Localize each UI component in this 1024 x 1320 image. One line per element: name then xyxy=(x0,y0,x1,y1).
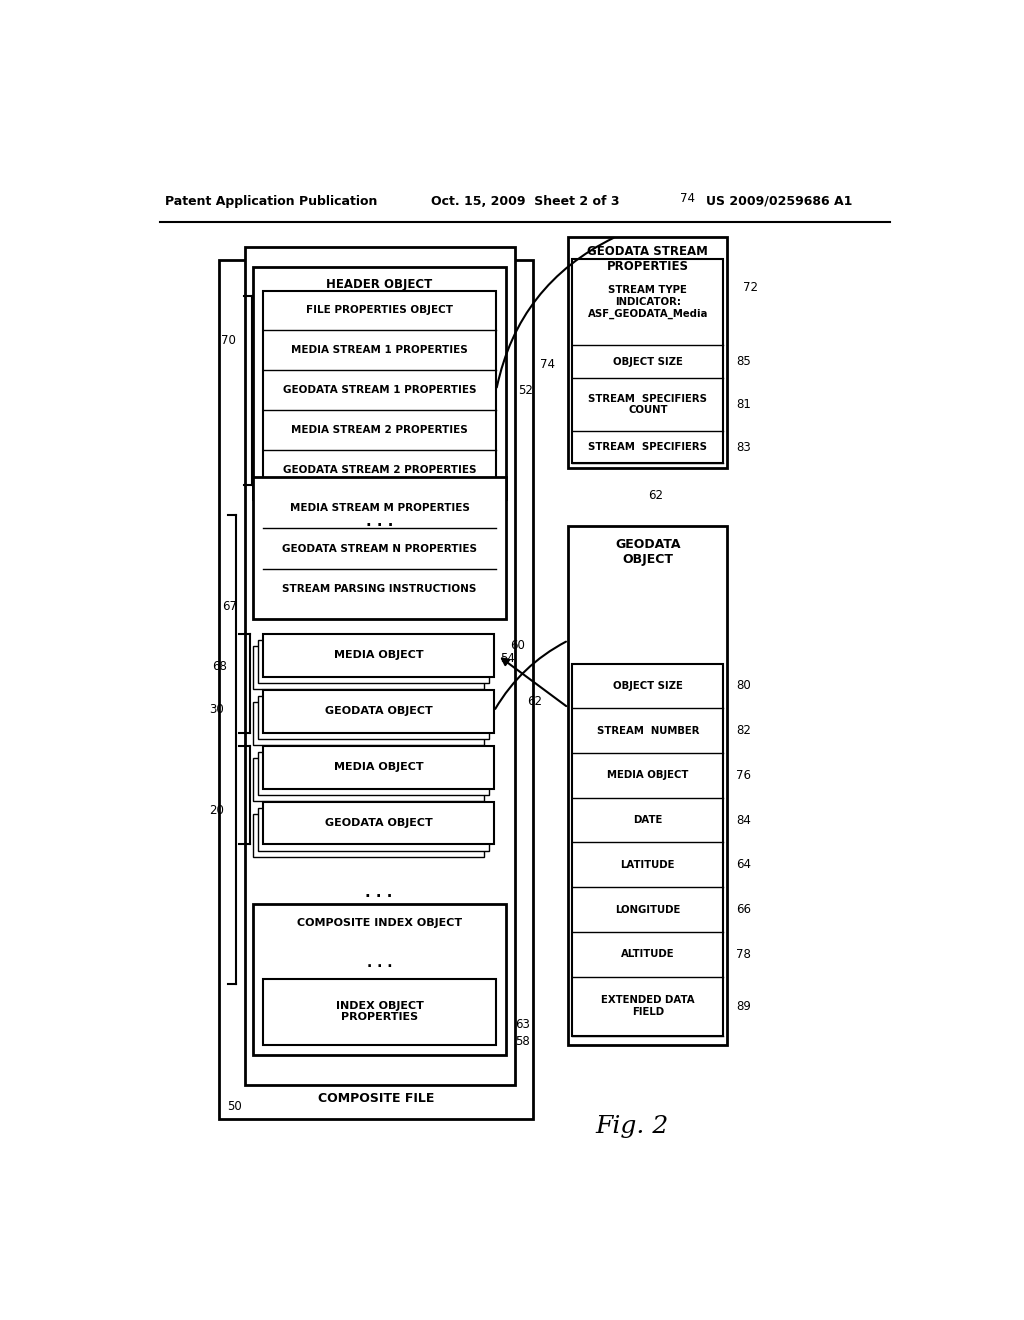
Text: Oct. 15, 2009  Sheet 2 of 3: Oct. 15, 2009 Sheet 2 of 3 xyxy=(430,194,620,207)
Text: LATITUDE: LATITUDE xyxy=(621,859,675,870)
FancyBboxPatch shape xyxy=(263,487,497,610)
Text: STREAM PARSING INSTRUCTIONS: STREAM PARSING INSTRUCTIONS xyxy=(283,585,477,594)
Text: 78: 78 xyxy=(736,948,751,961)
FancyBboxPatch shape xyxy=(263,690,494,733)
FancyBboxPatch shape xyxy=(263,634,494,677)
FancyBboxPatch shape xyxy=(263,978,497,1044)
Text: STREAM TYPE
INDICATOR:
ASF_GEODATA_Media: STREAM TYPE INDICATOR: ASF_GEODATA_Media xyxy=(588,285,708,319)
FancyBboxPatch shape xyxy=(572,664,723,1036)
FancyBboxPatch shape xyxy=(572,259,723,463)
Text: HEADER OBJECT: HEADER OBJECT xyxy=(327,279,433,290)
Text: GEODATA STREAM 1 PROPERTIES: GEODATA STREAM 1 PROPERTIES xyxy=(283,385,476,395)
Text: FILE PROPERTIES OBJECT: FILE PROPERTIES OBJECT xyxy=(306,305,453,315)
Text: 82: 82 xyxy=(736,725,751,737)
Text: 76: 76 xyxy=(736,768,751,781)
Text: 63: 63 xyxy=(515,1018,530,1031)
FancyBboxPatch shape xyxy=(568,527,727,1044)
Text: 85: 85 xyxy=(736,355,751,368)
Text: 62: 62 xyxy=(648,490,664,503)
Text: COMPOSITE INDEX OBJECT: COMPOSITE INDEX OBJECT xyxy=(297,917,462,928)
FancyBboxPatch shape xyxy=(263,290,497,490)
FancyBboxPatch shape xyxy=(246,247,515,1085)
Text: STREAM  SPECIFIERS: STREAM SPECIFIERS xyxy=(589,442,708,451)
Text: . . .: . . . xyxy=(366,513,393,529)
Text: Patent Application Publication: Patent Application Publication xyxy=(165,194,377,207)
Text: 60: 60 xyxy=(510,639,524,652)
Text: GEODATA OBJECT: GEODATA OBJECT xyxy=(325,818,432,828)
Text: . . .: . . . xyxy=(367,957,392,970)
FancyBboxPatch shape xyxy=(253,758,484,801)
Text: 52: 52 xyxy=(518,384,534,396)
FancyBboxPatch shape xyxy=(253,267,506,499)
Text: LONGITUDE: LONGITUDE xyxy=(615,904,681,915)
Text: 68: 68 xyxy=(212,660,226,673)
FancyBboxPatch shape xyxy=(258,696,489,739)
FancyBboxPatch shape xyxy=(253,647,484,689)
FancyBboxPatch shape xyxy=(253,702,484,744)
Text: MEDIA OBJECT: MEDIA OBJECT xyxy=(334,762,423,772)
Text: . . .: . . . xyxy=(365,884,392,900)
FancyBboxPatch shape xyxy=(263,746,494,788)
Text: 67: 67 xyxy=(222,601,238,612)
Text: COMPOSITE FILE: COMPOSITE FILE xyxy=(317,1092,434,1105)
Text: US 2009/0259686 A1: US 2009/0259686 A1 xyxy=(706,194,852,207)
FancyBboxPatch shape xyxy=(258,640,489,682)
Text: 58: 58 xyxy=(515,1035,530,1048)
Text: GEODATA STREAM 2 PROPERTIES: GEODATA STREAM 2 PROPERTIES xyxy=(283,465,476,475)
Text: 74: 74 xyxy=(541,358,555,371)
Text: 66: 66 xyxy=(736,903,751,916)
Text: 64: 64 xyxy=(736,858,751,871)
FancyBboxPatch shape xyxy=(219,260,532,1119)
Text: 50: 50 xyxy=(227,1100,242,1113)
FancyBboxPatch shape xyxy=(253,814,484,857)
Text: ALTITUDE: ALTITUDE xyxy=(621,949,675,960)
Text: MEDIA STREAM 2 PROPERTIES: MEDIA STREAM 2 PROPERTIES xyxy=(291,425,468,436)
FancyBboxPatch shape xyxy=(253,904,506,1055)
Text: 80: 80 xyxy=(736,680,751,693)
Text: MEDIA OBJECT: MEDIA OBJECT xyxy=(607,771,688,780)
FancyBboxPatch shape xyxy=(568,236,727,469)
Text: 54: 54 xyxy=(500,652,515,665)
Text: 70: 70 xyxy=(221,334,237,347)
FancyBboxPatch shape xyxy=(253,477,506,619)
Text: Fig. 2: Fig. 2 xyxy=(595,1114,669,1138)
Text: 84: 84 xyxy=(736,813,751,826)
Text: 20: 20 xyxy=(210,804,224,817)
Text: GEODATA OBJECT: GEODATA OBJECT xyxy=(325,706,432,717)
Text: 89: 89 xyxy=(736,999,751,1012)
Text: STREAM  SPECIFIERS
COUNT: STREAM SPECIFIERS COUNT xyxy=(589,393,708,416)
Text: GEODATA STREAM
PROPERTIES: GEODATA STREAM PROPERTIES xyxy=(588,246,709,273)
Text: MEDIA STREAM 1 PROPERTIES: MEDIA STREAM 1 PROPERTIES xyxy=(291,346,468,355)
Text: STREAM  NUMBER: STREAM NUMBER xyxy=(597,726,699,735)
Text: 62: 62 xyxy=(527,694,543,708)
Text: MEDIA STREAM M PROPERTIES: MEDIA STREAM M PROPERTIES xyxy=(290,503,470,513)
Text: OBJECT SIZE: OBJECT SIZE xyxy=(613,681,683,690)
Text: 83: 83 xyxy=(736,441,751,454)
FancyBboxPatch shape xyxy=(258,808,489,850)
Text: 72: 72 xyxy=(743,281,758,294)
Text: MEDIA OBJECT: MEDIA OBJECT xyxy=(334,651,423,660)
FancyBboxPatch shape xyxy=(263,801,494,845)
Text: GEODATA
OBJECT: GEODATA OBJECT xyxy=(615,537,681,566)
Text: DATE: DATE xyxy=(633,814,663,825)
Text: EXTENDED DATA
FIELD: EXTENDED DATA FIELD xyxy=(601,995,694,1016)
Text: 81: 81 xyxy=(736,397,751,411)
Text: INDEX OBJECT
PROPERTIES: INDEX OBJECT PROPERTIES xyxy=(336,1001,424,1023)
FancyBboxPatch shape xyxy=(258,752,489,795)
Text: 30: 30 xyxy=(210,702,224,715)
Text: 74: 74 xyxy=(680,191,695,205)
Text: OBJECT SIZE: OBJECT SIZE xyxy=(613,356,683,367)
Text: GEODATA STREAM N PROPERTIES: GEODATA STREAM N PROPERTIES xyxy=(282,544,477,553)
